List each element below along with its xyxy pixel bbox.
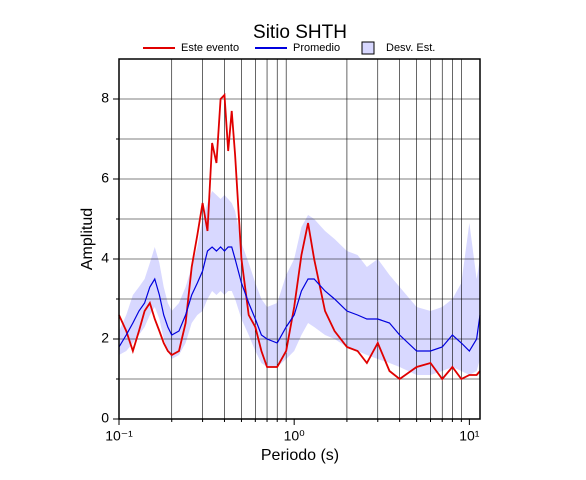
x-tick-label: 10¹ <box>459 428 480 444</box>
series-line <box>118 92 481 381</box>
legend-label: Desv. Est. <box>386 42 435 54</box>
y-tick-label: 6 <box>101 170 109 186</box>
y-tick-label: 0 <box>101 410 109 426</box>
plot-frame <box>118 58 481 420</box>
x-tick-label: 10⁰ <box>284 428 306 444</box>
legend-label: Este evento <box>181 42 239 54</box>
y-axis-label: Amplitud <box>79 208 96 270</box>
y-tick-label: 4 <box>101 250 109 266</box>
y-tick-label: 8 <box>101 90 109 106</box>
series-line <box>118 246 481 352</box>
x-axis-label: Periodo (s) <box>261 447 339 464</box>
y-tick-label: 2 <box>101 330 109 346</box>
std-band <box>119 191 480 375</box>
legend-swatch <box>361 41 375 55</box>
x-tick-label: 10⁻¹ <box>105 428 133 444</box>
legend-label: Promedio <box>293 42 340 54</box>
chart-title: Sitio SHTH <box>253 22 347 43</box>
